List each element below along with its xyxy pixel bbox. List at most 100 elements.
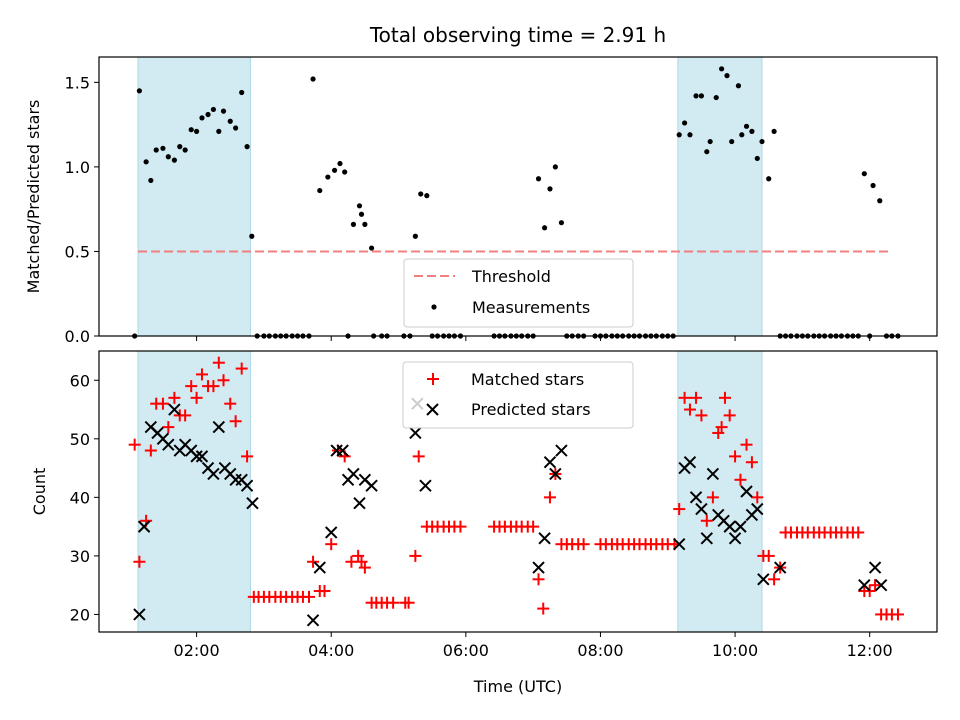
matched-stars-point [307, 555, 320, 568]
matched-stars-point [412, 450, 425, 463]
matched-stars-point [891, 608, 904, 621]
measurement-point [182, 147, 188, 153]
predicted-stars-point [555, 444, 568, 457]
matched-stars-point [577, 538, 590, 551]
measurement-point [143, 159, 149, 165]
legend-matched-label: Matched stars [471, 370, 584, 389]
measurement-point [362, 221, 368, 227]
matched-stars-point [869, 579, 882, 592]
matched-stars-point [241, 450, 254, 463]
predicted-stars-point [868, 561, 882, 574]
matched-stars-point [715, 421, 728, 434]
predicted-stars-point [325, 526, 338, 539]
matched-stars-point [678, 391, 691, 404]
measurement-point [325, 174, 331, 180]
matched-stars-point [700, 514, 713, 527]
matched-stars-point [690, 391, 703, 404]
top-observing-windows [137, 56, 763, 337]
measurement-point [337, 160, 343, 167]
matched-stars-point [207, 380, 220, 393]
matched-stars-point [768, 573, 781, 586]
matched-stars-point [217, 374, 230, 387]
measurement-point [771, 128, 777, 134]
matched-stars-point [863, 585, 876, 598]
matched-stars-point [762, 549, 775, 562]
measurement-point [754, 155, 760, 162]
bottom-panel: 02:00 04:00 06:00 08:00 10:00 12:00 20 30 40 50 60… [30, 350, 938, 696]
measurement-point [310, 76, 316, 82]
predicted-stars-point [207, 467, 220, 481]
top-axis-ticks: 0.0 0.5 1.0 1.5 [65, 73, 871, 346]
measurement-point [558, 220, 565, 226]
measurement-point [153, 147, 159, 153]
matched-stars-point [195, 368, 208, 381]
matched-stars-point [144, 444, 157, 457]
matched-stars-point [852, 526, 865, 539]
matched-stars-point [409, 549, 422, 562]
x-axis-label: Time (UTC) [473, 677, 562, 696]
predicted-stars-point [353, 497, 366, 510]
bottom-y-tick-label: 60 [70, 371, 90, 390]
measurement-point [877, 198, 883, 204]
measurement-point [244, 144, 250, 150]
matched-stars-point [402, 596, 415, 609]
matched-stars-point [734, 473, 747, 486]
measurement-point [233, 125, 239, 131]
predicted-stars-point [728, 532, 742, 545]
measurement-point [193, 128, 200, 134]
measurement-point [205, 111, 211, 118]
measurement-point [239, 89, 245, 96]
measurement-point [160, 145, 166, 151]
matched-stars-point [673, 503, 686, 516]
measurement-point [249, 233, 255, 239]
matched-stars-point [527, 520, 540, 533]
predicted-stars-point [162, 438, 175, 451]
measurement-point [676, 132, 682, 138]
bottom-y-tick-label: 40 [70, 488, 90, 507]
measurement-point [535, 176, 542, 182]
measurement-point [331, 167, 338, 173]
predicted-stars-point [133, 608, 146, 621]
matched-stars-point [454, 520, 467, 533]
predicted-stars-point [538, 532, 551, 545]
matched-stars-point [156, 397, 169, 410]
measurement-point [177, 144, 183, 150]
measurement-point [681, 120, 688, 126]
measurement-point [693, 93, 699, 99]
legend-predicted-label: Predicted stars [471, 400, 591, 419]
predicted-stars-point [672, 537, 686, 551]
bottom-axis-ticks: 02:00 04:00 06:00 08:00 10:00 12:00 20 30 40 50 60 [70, 371, 893, 660]
matched-stars-point [303, 590, 316, 603]
predicted-stars-point [700, 532, 714, 545]
measurement-point [356, 203, 363, 209]
measurement-point [707, 138, 713, 145]
predicted-stars-point [419, 479, 432, 492]
predicted-stars-point [695, 502, 708, 516]
predicted-stars-point [365, 479, 378, 492]
top-legend-box [403, 258, 634, 328]
measurement-point [739, 132, 745, 138]
matched-stars-point [133, 555, 146, 568]
predicted-stars-point [190, 450, 203, 463]
predicted-stars-point [168, 403, 181, 416]
predicted-stars-point [858, 578, 871, 592]
matched-stars-point [723, 409, 736, 422]
bottom-legend-box [402, 361, 634, 429]
measurement-point [412, 233, 418, 239]
predicted-stars-point [313, 561, 326, 574]
measurement-point [342, 169, 348, 175]
matched-stars-point [190, 391, 203, 404]
measurement-point [227, 118, 233, 124]
bottom-plot-area [128, 356, 904, 627]
matched-stars-point [537, 602, 550, 615]
predicted-stars-point [874, 578, 888, 592]
measurement-point [861, 171, 867, 177]
top-y-tick-label: 0.0 [65, 327, 90, 346]
measurement-point [870, 182, 876, 189]
x-tick-label: 02:00 [174, 641, 220, 660]
predicted-stars-point [532, 561, 545, 574]
predicted-stars-point [689, 491, 703, 504]
measurement-point [766, 176, 772, 182]
predicted-stars-point [240, 479, 254, 492]
